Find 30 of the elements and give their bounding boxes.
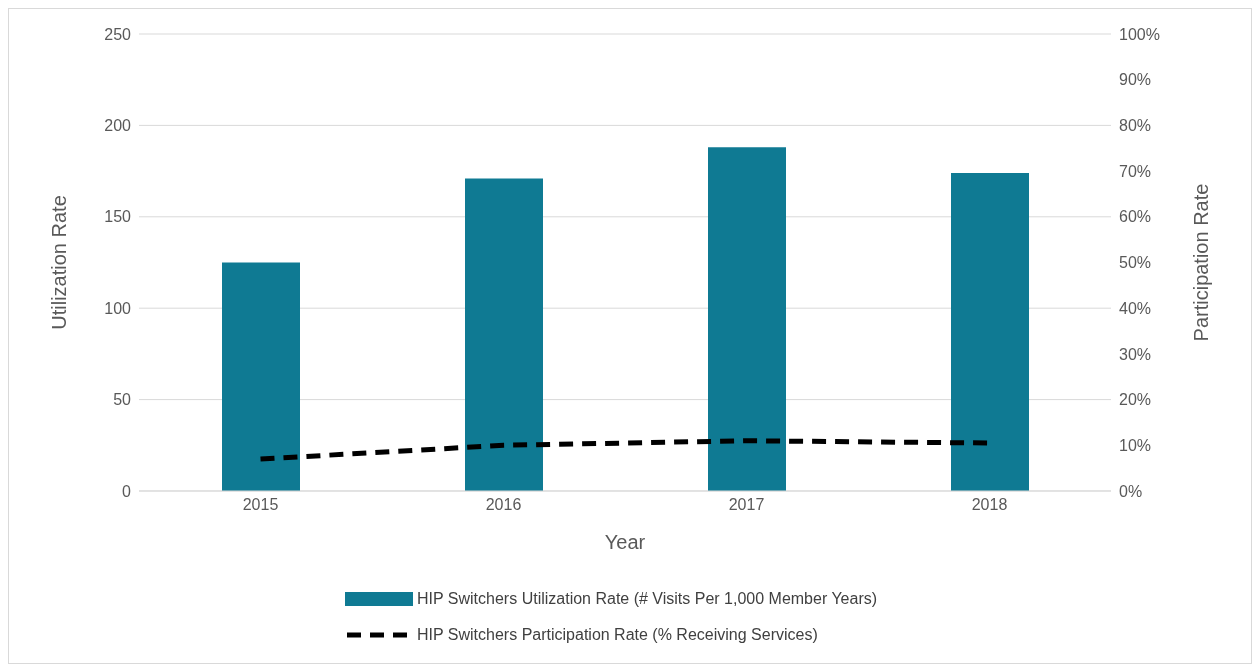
y2-tick-label: 10% bbox=[1119, 436, 1152, 454]
bar bbox=[465, 178, 543, 491]
legend-label: HIP Switchers Utilization Rate (# Visits Per 1,000 Member Years) bbox=[417, 589, 878, 609]
x-tick-label: 2018 bbox=[971, 496, 1008, 514]
bar bbox=[222, 262, 300, 491]
y2-tick-label: 100% bbox=[1119, 25, 1160, 43]
x-tick-label: 2017 bbox=[728, 496, 765, 514]
y-tick-label: 0 bbox=[122, 482, 132, 500]
y2-tick-label: 40% bbox=[1119, 299, 1152, 317]
y-tick-label: 200 bbox=[104, 117, 132, 135]
x-tick-label: 2015 bbox=[242, 496, 279, 514]
x-tick-label: 2016 bbox=[485, 496, 522, 514]
y2-axis-title: Participation Rate bbox=[1190, 183, 1213, 342]
bar bbox=[708, 147, 786, 491]
y-tick-label: 150 bbox=[104, 208, 132, 226]
y2-tick-label: 90% bbox=[1119, 71, 1152, 89]
y2-tick-label: 50% bbox=[1119, 254, 1152, 272]
y-tick-label: 100 bbox=[104, 299, 132, 317]
y2-tick-label: 20% bbox=[1119, 391, 1152, 409]
y2-tick-label: 0% bbox=[1119, 482, 1143, 500]
y2-tick-label: 80% bbox=[1119, 117, 1152, 135]
y2-tick-label: 70% bbox=[1119, 162, 1152, 180]
legend-label: HIP Switchers Participation Rate (% Receiving Services) bbox=[417, 625, 818, 645]
y-axis-title: Utilization Rate bbox=[48, 195, 71, 330]
x-axis-title: Year bbox=[604, 531, 646, 553]
y-tick-label: 250 bbox=[104, 25, 132, 43]
y2-tick-label: 60% bbox=[1119, 208, 1152, 226]
y2-tick-label: 30% bbox=[1119, 345, 1152, 363]
bar bbox=[951, 172, 1029, 491]
y-tick-label: 50 bbox=[113, 391, 132, 409]
